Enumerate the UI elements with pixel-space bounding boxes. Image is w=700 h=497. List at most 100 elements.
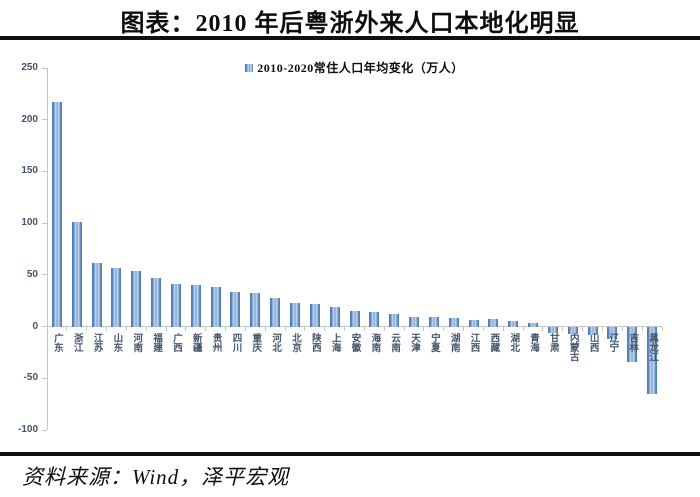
chart-bar-新疆 xyxy=(190,285,201,327)
x-category-label: 湖南 xyxy=(448,332,459,352)
chart-bar-江西 xyxy=(468,320,479,327)
chart-bar-江苏 xyxy=(91,263,102,327)
x-category-label: 西藏 xyxy=(488,332,499,352)
y-tick-label: 200 xyxy=(21,113,38,125)
chart-bar-北京 xyxy=(289,302,300,327)
chart-bar-安徽 xyxy=(349,311,360,327)
plot-area: 250 200 150 100 50 0 -50 -100 广东 浙江 江苏 山东 河南 福建 广西 新疆 贵州… xyxy=(18,62,663,435)
chart-bar-吉林 xyxy=(627,327,638,363)
x-category-label: 广东 xyxy=(51,332,62,352)
chart-bar-宁夏 xyxy=(428,317,439,327)
x-category-label: 河南 xyxy=(131,332,142,352)
y-axis-tick xyxy=(42,170,47,172)
x-axis-tick xyxy=(185,327,187,332)
x-category-label: 浙江 xyxy=(71,332,82,352)
source-divider-rule xyxy=(0,452,700,456)
x-category-label: 吉林 xyxy=(627,332,638,352)
x-category-label: 天津 xyxy=(409,332,420,352)
x-category-label: 新疆 xyxy=(190,332,201,352)
chart-bar-湖北 xyxy=(508,321,519,327)
y-axis-tick xyxy=(42,377,47,379)
x-category-label: 山东 xyxy=(111,332,122,352)
chart-bar-西藏 xyxy=(488,319,499,327)
chart-bar-重庆 xyxy=(250,293,261,327)
chart-bar-山西 xyxy=(587,327,598,336)
y-tick-label: 150 xyxy=(21,165,38,177)
x-category-label: 重庆 xyxy=(250,332,261,352)
x-axis-tick xyxy=(205,327,207,332)
chart-bar-广东 xyxy=(51,102,62,327)
x-axis-tick xyxy=(661,327,663,332)
y-axis-tick xyxy=(42,429,47,431)
x-category-label: 上海 xyxy=(329,332,340,352)
chart-bar-贵州 xyxy=(210,287,221,327)
chart-title: 图表：2010 年后粤浙外来人口本地化明显 xyxy=(120,11,580,37)
chart-bar-上海 xyxy=(329,306,340,327)
chart-bar-云南 xyxy=(389,314,400,327)
x-axis-tick xyxy=(383,327,385,332)
x-axis-tick xyxy=(443,327,445,332)
chart-bar-内蒙古 xyxy=(567,327,578,335)
x-category-label: 辽宁 xyxy=(607,332,618,352)
y-tick-label: 250 xyxy=(21,62,38,73)
legend: 2010-2020常住人口年均变化（万人） xyxy=(47,59,662,76)
x-category-label: 江西 xyxy=(468,332,479,352)
x-axis-tick xyxy=(641,327,643,332)
x-axis-tick xyxy=(244,327,246,332)
y-tick-label: -50 xyxy=(23,372,38,384)
x-axis-tick xyxy=(145,327,147,332)
x-axis-tick xyxy=(482,327,484,332)
chart-bar-海南 xyxy=(369,312,380,327)
x-axis-tick xyxy=(344,327,346,332)
y-axis-tick xyxy=(42,67,47,69)
title-divider-rule xyxy=(0,36,700,40)
y-axis-line xyxy=(47,68,48,430)
x-category-label: 安徽 xyxy=(349,332,360,352)
x-axis-tick xyxy=(463,327,465,332)
x-axis-tick xyxy=(542,327,544,332)
x-axis-tick xyxy=(46,327,48,332)
chart-bar-辽宁 xyxy=(607,327,618,340)
x-category-label: 云南 xyxy=(389,332,400,352)
x-axis-tick xyxy=(125,327,127,332)
chart-bar-天津 xyxy=(409,317,420,327)
y-axis-tick xyxy=(42,274,47,276)
x-axis-tick xyxy=(363,327,365,332)
x-axis-tick xyxy=(502,327,504,332)
x-category-label: 北京 xyxy=(289,332,300,352)
y-axis-tick xyxy=(42,326,47,328)
x-axis-tick xyxy=(106,327,108,332)
x-category-label: 湖北 xyxy=(508,332,519,352)
x-category-label: 甘肃 xyxy=(547,332,558,352)
x-axis-tick xyxy=(165,327,167,332)
chart-bar-四川 xyxy=(230,292,241,327)
chart-bar-湖南 xyxy=(448,318,459,327)
x-axis-line xyxy=(47,326,662,328)
x-category-label: 山西 xyxy=(587,332,598,352)
x-axis-tick xyxy=(522,327,524,332)
x-category-label: 江苏 xyxy=(91,332,102,352)
chart-bar-山东 xyxy=(111,267,122,327)
y-axis-tick xyxy=(42,222,47,224)
y-tick-label: 100 xyxy=(21,217,38,229)
x-category-label: 青海 xyxy=(528,332,539,352)
x-axis-tick xyxy=(66,327,68,332)
x-axis-tick xyxy=(403,327,405,332)
y-tick-label: 0 xyxy=(32,320,38,332)
y-tick-label: -100 xyxy=(17,424,38,435)
x-axis-tick xyxy=(601,327,603,332)
x-category-label: 广西 xyxy=(170,332,181,352)
x-axis-tick xyxy=(225,327,227,332)
x-category-label: 内蒙古 xyxy=(567,332,578,362)
y-axis-tick xyxy=(42,119,47,121)
x-axis-tick xyxy=(304,327,306,332)
legend-marker-icon xyxy=(245,63,254,72)
x-axis-tick xyxy=(86,327,88,332)
chart-bar-广西 xyxy=(170,284,181,327)
chart-bar-河南 xyxy=(131,270,142,327)
x-category-label: 贵州 xyxy=(210,332,221,352)
x-axis-tick xyxy=(264,327,266,332)
chart-bar-陕西 xyxy=(309,303,320,327)
chart-bar-黑龙江 xyxy=(647,327,658,395)
